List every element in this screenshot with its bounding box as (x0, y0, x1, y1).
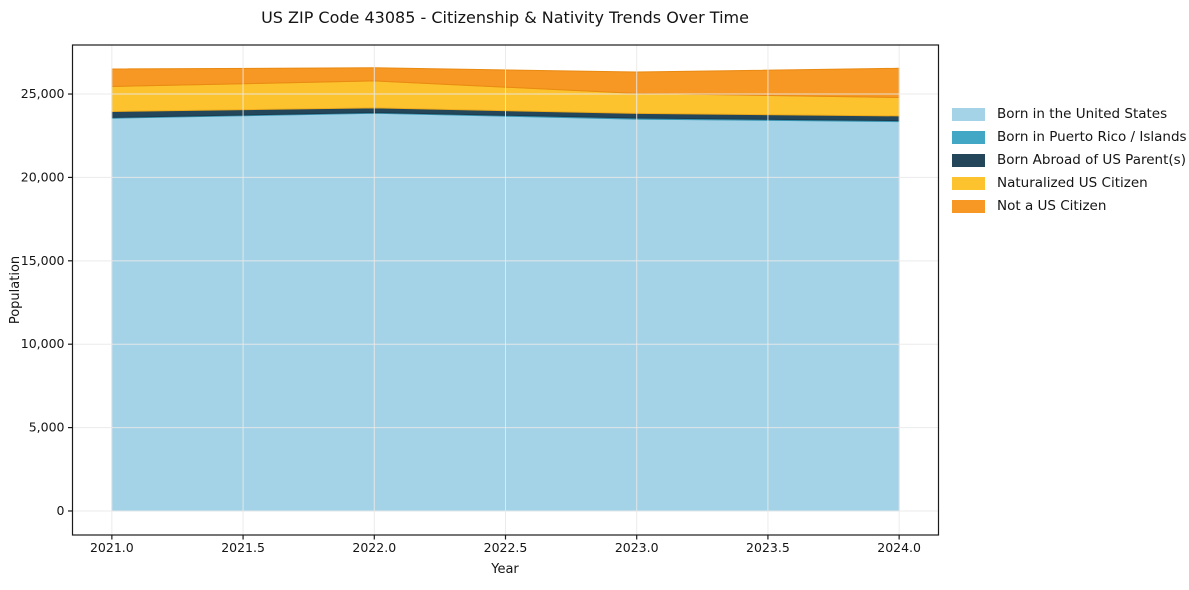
y-tick-label: 10,000 (21, 336, 65, 351)
y-tick-label: 25,000 (21, 86, 65, 101)
legend-swatch-icon (952, 176, 985, 190)
legend-item: Not a US Citizen (952, 198, 1187, 214)
legend-item: Born in the United States (952, 106, 1187, 122)
legend-swatch-icon (952, 153, 985, 167)
legend-label: Not a US Citizen (997, 198, 1107, 214)
legend-swatch-icon (952, 199, 985, 213)
x-tick-label: 2022.0 (352, 540, 396, 555)
x-tick-label: 2023.5 (746, 540, 790, 555)
x-tick-label: 2023.0 (615, 540, 659, 555)
legend-swatch-icon (952, 130, 985, 144)
legend-item: Born Abroad of US Parent(s) (952, 152, 1187, 168)
x-tick-label: 2022.5 (484, 540, 528, 555)
legend-label: Born in the United States (997, 106, 1168, 122)
x-tick-label: 2024.0 (877, 540, 921, 555)
legend-item: Naturalized US Citizen (952, 175, 1187, 191)
legend-swatch-icon (952, 107, 985, 121)
legend-label: Born in Puerto Rico / Islands (997, 129, 1187, 145)
y-axis-label: Population (8, 255, 23, 325)
legend-label: Naturalized US Citizen (997, 175, 1148, 191)
y-tick-label: 5,000 (29, 420, 65, 435)
y-tick-label: 0 (57, 503, 65, 518)
x-tick-label: 2021.0 (90, 540, 134, 555)
x-axis-label: Year (491, 562, 519, 577)
x-tick-label: 2021.5 (221, 540, 265, 555)
y-tick-label: 20,000 (21, 169, 65, 184)
legend-item: Born in Puerto Rico / Islands (952, 129, 1187, 145)
legend-label: Born Abroad of US Parent(s) (997, 152, 1186, 168)
legend: Born in the United States Born in Puerto… (952, 106, 1187, 214)
y-tick-label: 15,000 (21, 253, 65, 268)
chart-title: US ZIP Code 43085 - Citizenship & Nativi… (261, 8, 749, 27)
